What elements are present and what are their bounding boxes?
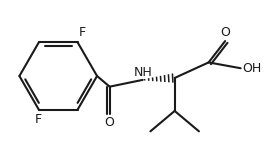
Text: O: O [220,26,230,39]
Text: O: O [105,116,115,129]
Text: OH: OH [243,62,262,75]
Text: F: F [34,112,41,126]
Text: NH: NH [133,66,152,79]
Text: F: F [79,26,86,40]
